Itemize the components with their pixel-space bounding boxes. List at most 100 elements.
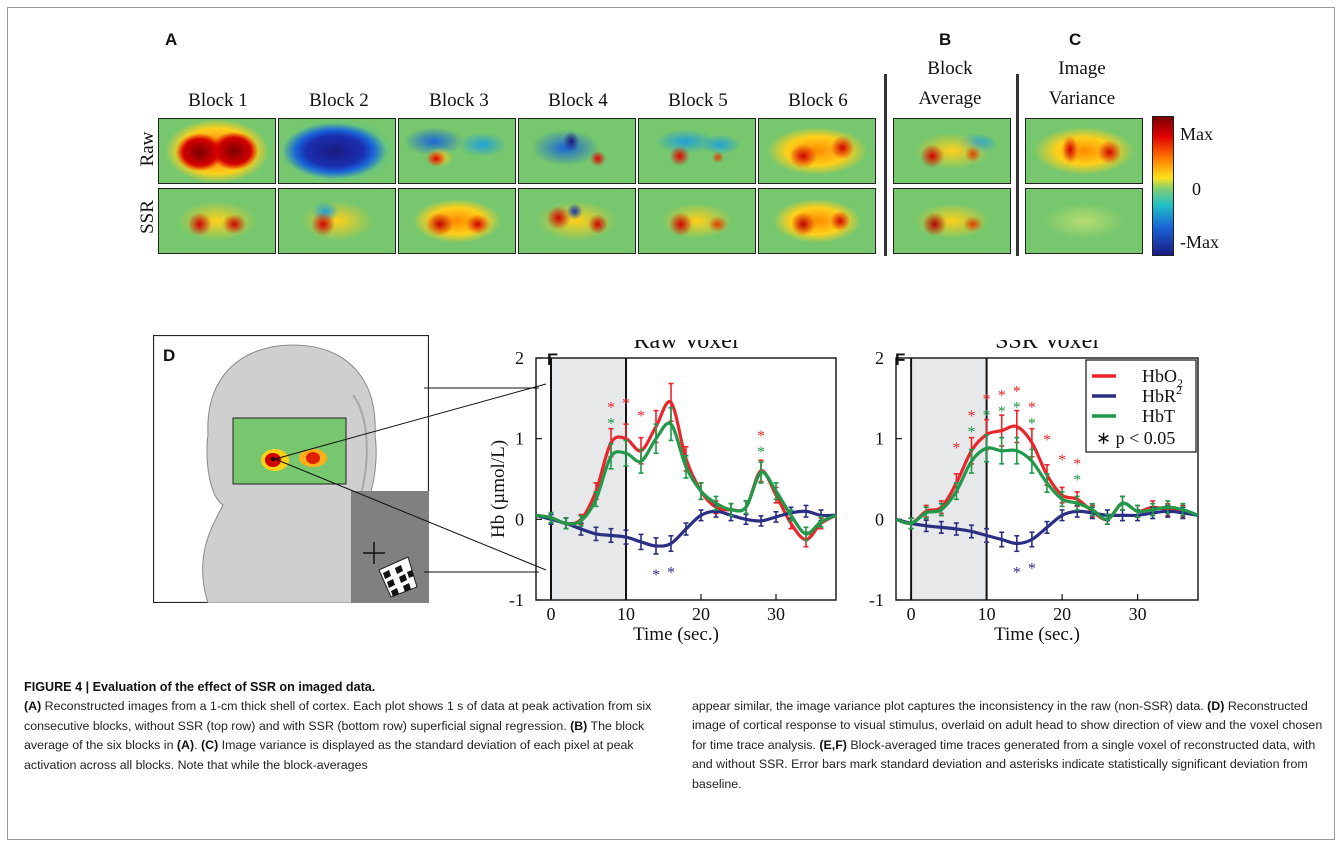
block-label-4: Block 4 [548, 90, 608, 111]
ssr-voxel-hbr-significance-marker: * [1013, 565, 1021, 582]
colorbar-zero-label: 0 [1192, 179, 1201, 199]
figure-frame [7, 7, 1335, 840]
legend-label-hbt: HbT [1142, 406, 1175, 426]
raw-voxel-hbo2-significance-marker: * [607, 400, 615, 417]
block-average-label-2: Average [918, 88, 982, 109]
heatmap-ssr-block-3 [398, 188, 516, 254]
ssr-voxel-ytick-label: 1 [875, 429, 884, 449]
raw-voxel-ytick-label: 1 [515, 429, 524, 449]
raw-voxel-ytick-label: 2 [515, 348, 524, 368]
colorbar [1152, 116, 1174, 256]
ssr-voxel-hbt-significance-marker: * [983, 408, 991, 425]
caption-text-a: Reconstructed images from a 1-cm thick s… [24, 699, 652, 733]
raw-voxel-title: Raw Voxel [633, 340, 738, 354]
legend-label-significance: ∗ p < 0.05 [1096, 428, 1175, 448]
ssr-voxel-hbt-significance-marker: * [1073, 472, 1081, 489]
panel-label-b: B [939, 30, 952, 49]
raw-voxel-x-axis-label: Time (sec.) [633, 624, 719, 645]
caption-title: FIGURE 4 | Evaluation of the effect of S… [24, 680, 376, 694]
raw-voxel-hbr-significance-marker: * [667, 565, 675, 582]
raw-voxel-hbt-significance-marker: * [660, 340, 668, 344]
raw-voxel-axes-frame [535, 357, 837, 601]
ssr-voxel-hbo2-significance-marker: * [968, 408, 976, 425]
raw-voxel-hbo2-significance-marker: * [637, 408, 645, 425]
heatmap-raw-block-3 [398, 118, 516, 184]
legend-label-hbr: HbR2 [1142, 383, 1182, 406]
raw-voxel-hbr-significance-marker: * [652, 567, 660, 584]
caption-text-b: The block average of the six blocks in [24, 718, 645, 753]
heatmap-raw-block-2 [278, 118, 396, 184]
panel-label-f: F [895, 350, 906, 369]
raw-voxel-hbo2-significance-marker: * [757, 428, 765, 445]
heatmap-raw-block-6 [758, 118, 876, 184]
raw-voxel-hbt-significance-marker: * [607, 416, 615, 433]
heatmap-ssr-block-1 [158, 188, 276, 254]
ssr-voxel-xtick-label: 10 [978, 604, 996, 624]
caption-text-b-end: . [194, 738, 201, 753]
heatmap-raw-block-4 [518, 118, 636, 184]
block-label-3: Block 3 [429, 90, 489, 111]
heatmap-variance-ssr [1025, 188, 1143, 254]
raw-voxel-xtick-label: 30 [767, 604, 785, 624]
heatmap-raw-block-5 [638, 118, 756, 184]
ssr-voxel-xtick-label: 30 [1129, 604, 1147, 624]
divider-line-c [1016, 74, 1019, 256]
raw-voxel-hbt-line [535, 421, 837, 536]
caption-column-left: FIGURE 4 | Evaluation of the effect of S… [24, 678, 664, 775]
heatmap-ssr-block-2 [278, 188, 396, 254]
image-variance-label-1: Image [1058, 58, 1106, 79]
block-label-5: Block 5 [668, 90, 728, 111]
zoom-lines [274, 383, 547, 571]
caption-body-left: (A) Reconstructed images from a 1-cm thi… [24, 697, 664, 775]
row-label-raw: Raw [137, 131, 158, 167]
panel-label-a: A [165, 30, 178, 49]
caption-tag-b: (B) [570, 718, 588, 733]
head-illustration [153, 335, 429, 603]
ssr-voxel-hbt-significance-marker: * [998, 404, 1006, 421]
raw-voxel-hbt-significance-marker: * [757, 444, 765, 461]
heatmap-block-average-ssr [893, 188, 1011, 254]
raw-voxel-xtick-label: 20 [692, 604, 710, 624]
raw-voxel-hbo2-significance-marker: * [622, 396, 630, 413]
block-label-2: Block 2 [309, 90, 369, 111]
row-label-ssr: SSR [137, 200, 158, 234]
heatmap-block-average-raw [893, 118, 1011, 184]
heatmap-ssr-block-4 [518, 188, 636, 254]
ssr-voxel-hbo2-significance-marker: * [952, 440, 960, 457]
heatmap-ssr-block-6 [758, 188, 876, 254]
heatmap-variance-raw [1025, 118, 1143, 184]
raw-voxel-y-axis-label: Hb (µmol/L) [488, 440, 509, 538]
ssr-voxel-stimulus-shading [911, 358, 987, 600]
caption-text-d: Reconstructed image of cortical response… [692, 699, 1323, 752]
ssr-voxel-ytick-label: 2 [875, 348, 884, 368]
caption-text-col2-start: appear similar, the image variance plot … [692, 699, 1208, 713]
caption-tag-c: (C) [201, 738, 219, 753]
raw-voxel-hbr-line [535, 509, 837, 548]
raw-voxel-ytick-label: 0 [515, 509, 524, 529]
caption-column-right: appear similar, the image variance plot … [692, 697, 1324, 794]
ssr-voxel-hbr-significance-marker: * [1028, 561, 1036, 578]
ssr-voxel-hbt-significance-marker: * [1028, 416, 1036, 433]
panel-label-c: C [1069, 30, 1082, 49]
ssr-voxel-hbo2-significance-marker: * [1073, 456, 1081, 473]
caption-tag-d: (D) [1207, 699, 1225, 713]
caption-tag-a: (A) [24, 699, 42, 714]
ssr-voxel-hbt-line [895, 446, 1199, 526]
caption-ref-b: (A) [176, 738, 195, 753]
ssr-voxel-ytick-label: 0 [875, 509, 884, 529]
image-variance-label-2: Variance [1048, 88, 1116, 109]
ssr-voxel-x-axis-label: Time (sec.) [994, 624, 1080, 645]
ssr-voxel-hbr-line [895, 509, 1199, 546]
legend-label-hbo2: HbO2 [1142, 366, 1183, 390]
colorbar-max-label: Max [1180, 124, 1213, 144]
ssr-voxel-hbt-significance-marker: * [1013, 400, 1021, 417]
ssr-voxel-xtick-label: 20 [1053, 604, 1071, 624]
raw-voxel-hbo2-significance-marker: * [660, 340, 668, 344]
ssr-voxel-xtick-label: 0 [907, 604, 916, 624]
block-label-1: Block 1 [188, 90, 248, 111]
block-average-label-1: Block [927, 58, 973, 79]
raw-voxel-xtick-label: 10 [617, 604, 635, 624]
